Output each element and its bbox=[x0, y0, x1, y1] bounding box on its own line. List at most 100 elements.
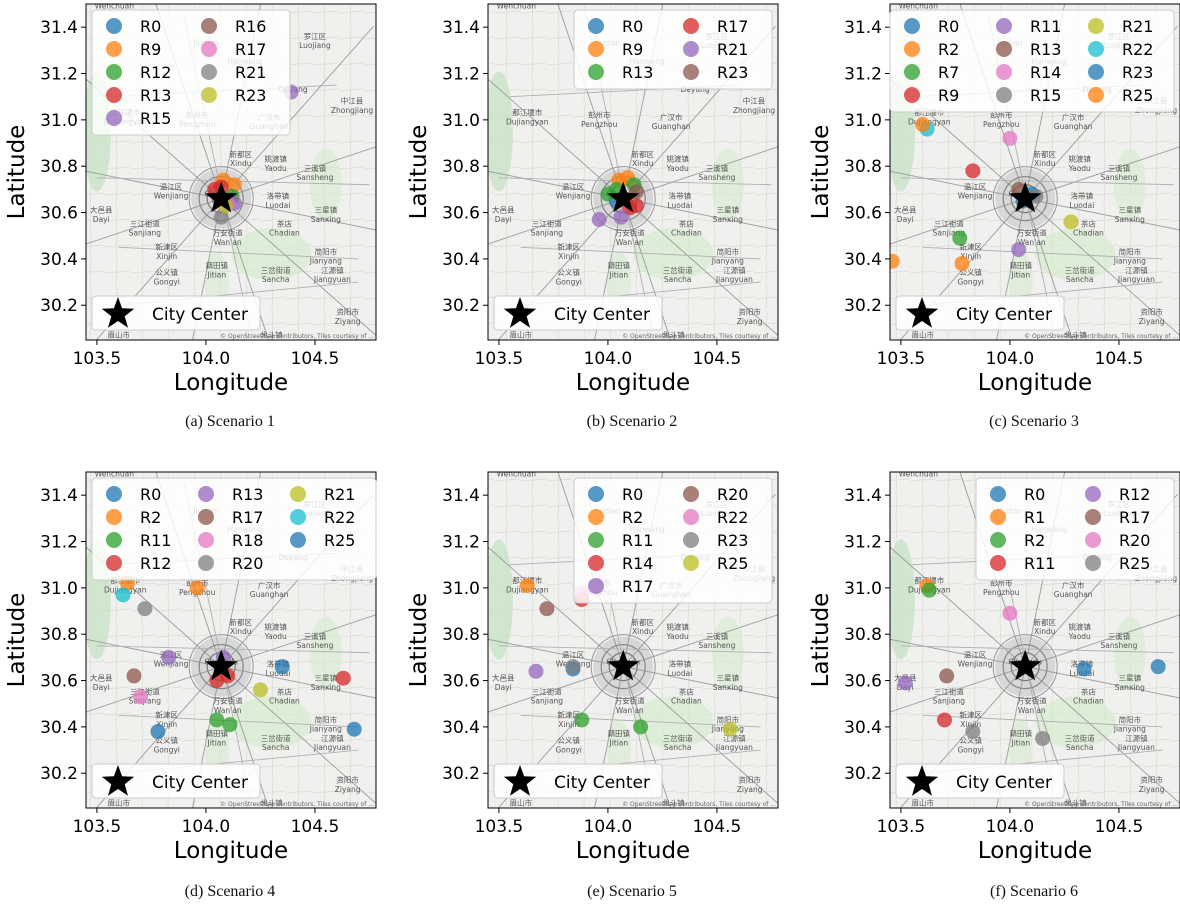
map-place-label: Pengzhou bbox=[581, 120, 618, 129]
map-ring-road bbox=[198, 644, 244, 690]
y-tick-label: 30.6 bbox=[40, 672, 78, 692]
legend-label: R23 bbox=[717, 63, 748, 82]
map-place-label: 姚渡镇 bbox=[666, 622, 689, 632]
map-place-label: 洛带镇 bbox=[267, 191, 290, 201]
legend-marker-r25 bbox=[1085, 555, 1101, 571]
y-tick-label: 31.4 bbox=[844, 486, 882, 506]
legend-box bbox=[573, 477, 773, 604]
map-place-label: 江源镇 bbox=[321, 733, 344, 743]
legend-label: R22 bbox=[717, 508, 748, 527]
map-place-label: Guanghan bbox=[1054, 590, 1093, 599]
map-place-label: Dayi bbox=[897, 215, 914, 224]
map-place-label: Wenchuan bbox=[899, 470, 939, 479]
map-place-label: 中江县 bbox=[743, 96, 766, 106]
map-place-label: Jiangyuan bbox=[715, 743, 753, 752]
map-place-label: Jiangyuan bbox=[1117, 275, 1155, 284]
map-place-label: 资阳市 bbox=[336, 307, 359, 317]
city-center-legend-box bbox=[493, 763, 663, 799]
legend-marker-r7 bbox=[904, 64, 920, 80]
legend-label: R11 bbox=[1024, 554, 1055, 573]
map-place-label: 江源镇 bbox=[723, 733, 746, 743]
map-place-label: Jianyang bbox=[309, 725, 342, 734]
map-attribution: © OpenStreetMap contributors, Tiles cour… bbox=[622, 801, 776, 808]
map-place-label: 三江街道 bbox=[934, 218, 964, 228]
legend-label: R13 bbox=[232, 485, 263, 504]
map-place-label: Xinjin bbox=[156, 252, 177, 261]
map-place-label: 三江街道 bbox=[934, 686, 964, 696]
map-place-label: 资阳市 bbox=[336, 775, 359, 785]
map-place-label: Jiangyuan bbox=[313, 275, 351, 284]
map-attribution: © OpenStreetMap contributors, Tiles cour… bbox=[1024, 333, 1178, 340]
city-center-legend: City Center bbox=[91, 763, 261, 799]
x-axis-label: Longitude bbox=[978, 370, 1092, 396]
legend-label: R12 bbox=[140, 554, 171, 573]
map-place-label: Luodai bbox=[667, 669, 692, 678]
legend-marker-r18 bbox=[198, 532, 214, 548]
map-place-label: 姚渡镇 bbox=[1068, 154, 1091, 164]
y-tick-label: 30.2 bbox=[442, 764, 480, 784]
data-point-r2 bbox=[921, 582, 937, 598]
y-tick-label: 30.8 bbox=[40, 625, 78, 645]
map-ring-road bbox=[992, 634, 1058, 700]
y-tick-label: 31.0 bbox=[844, 579, 882, 599]
data-point-r12 bbox=[335, 670, 351, 686]
legend: R0 R2 R11 R12 R13 R17 R18 R20 R21 R22 R25 bbox=[91, 477, 377, 581]
panel-caption-e: (e) Scenario 5 bbox=[587, 883, 677, 900]
y-tick-label: 31.4 bbox=[40, 18, 78, 38]
legend-label: R2 bbox=[938, 40, 959, 59]
data-point-r21 bbox=[213, 209, 229, 225]
map-place-label: 洛带镇 bbox=[669, 191, 692, 201]
map-place-label: Xindu bbox=[632, 159, 654, 168]
map-place-label: Zhongjiang bbox=[331, 106, 374, 115]
legend-label: R17 bbox=[622, 577, 653, 596]
legend-label: R21 bbox=[717, 40, 748, 59]
map-place-label: 茶店 bbox=[1081, 686, 1096, 696]
legend-marker-r9 bbox=[588, 41, 604, 57]
map-place-label: Gongyi bbox=[555, 277, 581, 286]
data-point-r25 bbox=[346, 721, 362, 737]
map-place-label: Sanjiang bbox=[531, 229, 564, 238]
map-place-label: 三溪镇 bbox=[706, 631, 729, 641]
map-place-label: 北斗镇 bbox=[1064, 330, 1087, 340]
x-tick-label: 104.0 bbox=[986, 349, 1035, 369]
legend-label: R9 bbox=[140, 40, 161, 59]
map-place-label: Sanxing bbox=[311, 215, 341, 224]
map-place-label: Dayi bbox=[495, 215, 512, 224]
map-highway bbox=[497, 198, 624, 340]
legend-label: R16 bbox=[235, 17, 266, 36]
map-place-label: 都江堰市 bbox=[512, 107, 542, 117]
legend: R0 R2 R7 R9 R11 R13 R14 R15 R21 R22 R23 R25 bbox=[889, 9, 1175, 113]
data-point-r0 bbox=[1150, 659, 1166, 675]
x-axis-label: Longitude bbox=[174, 838, 288, 864]
x-axis-label: Longitude bbox=[174, 370, 288, 396]
city-center-legend-box bbox=[91, 295, 261, 331]
y-tick-label: 30.6 bbox=[442, 204, 480, 224]
data-point-r11 bbox=[209, 712, 225, 728]
city-center-star bbox=[607, 649, 640, 681]
y-axis-label: Latitude bbox=[808, 125, 834, 220]
map-place-label: Wan'an bbox=[1018, 706, 1046, 715]
map-highway bbox=[623, 146, 778, 200]
map-road bbox=[520, 246, 761, 260]
map-place-label: 三溪镇 bbox=[1108, 163, 1131, 173]
legend-marker-r14 bbox=[588, 555, 604, 571]
legend-label: R17 bbox=[232, 508, 263, 527]
map-place-label: 籍田镇 bbox=[608, 728, 631, 738]
legend-marker-r25 bbox=[1088, 87, 1104, 103]
y-tick-label: 30.4 bbox=[844, 718, 882, 738]
data-point-r22 bbox=[115, 587, 131, 603]
map-place-label: Luojiang bbox=[299, 41, 331, 50]
map-highway bbox=[86, 546, 222, 668]
map-place-label: 温江区 bbox=[562, 182, 585, 191]
legend-label: R11 bbox=[1030, 17, 1061, 36]
data-point-r25 bbox=[915, 116, 931, 132]
map-place-label: 北斗镇 bbox=[662, 798, 685, 808]
map-highway bbox=[890, 78, 1026, 200]
map-place-label: 万安街道 bbox=[615, 696, 645, 706]
map-place-label: 万安街道 bbox=[213, 696, 243, 706]
panel-6: Wenchuan都江堰市Dujiangyan彭州市Pengzhou广汉市Guan… bbox=[808, 470, 1180, 864]
data-point-r20 bbox=[539, 601, 555, 617]
legend-label: R21 bbox=[235, 63, 266, 82]
map-place-label: Jianyang bbox=[309, 257, 342, 266]
